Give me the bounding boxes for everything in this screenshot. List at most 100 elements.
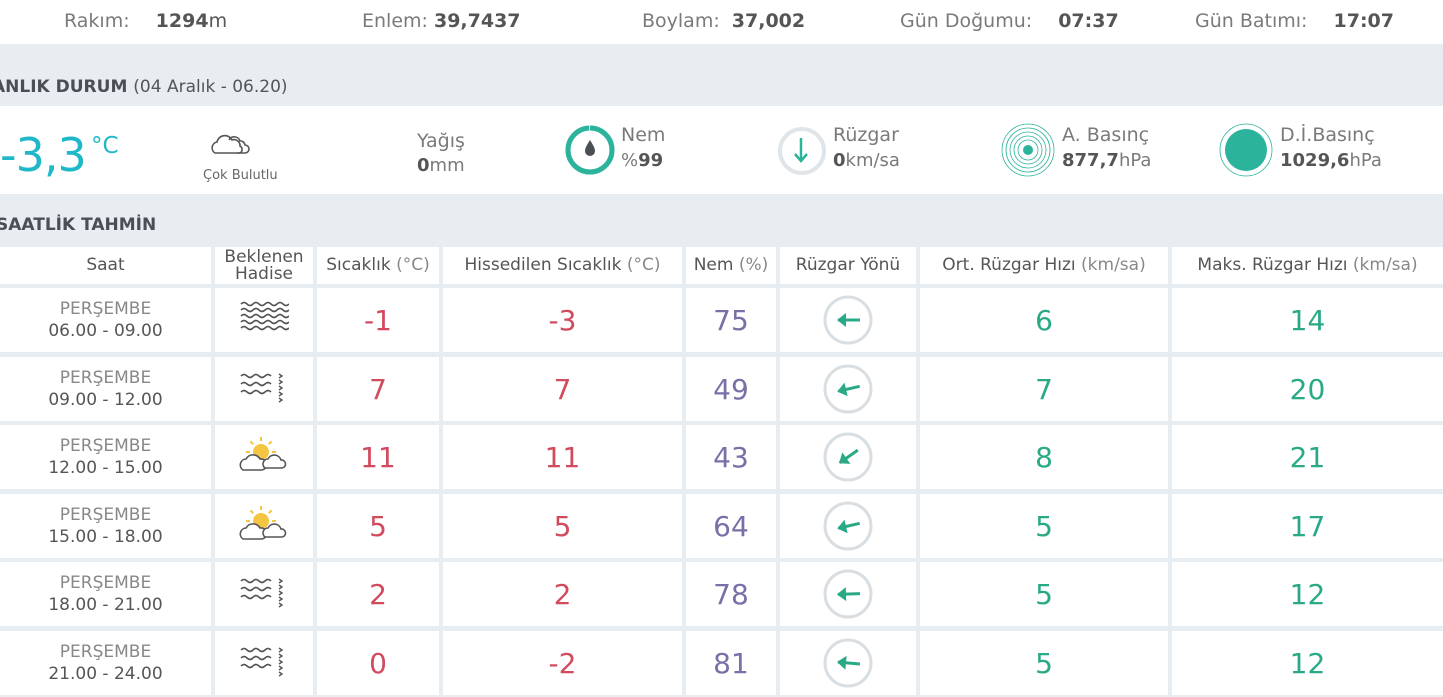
- header-temperature: Sıcaklık (°C): [317, 247, 439, 284]
- current-section-title: ANLIK DURUM (04 Aralık - 06.20): [0, 77, 288, 97]
- cell-time: PERŞEMBE 15.00 - 18.00: [0, 494, 211, 558]
- row-feels-like: -3: [548, 303, 577, 337]
- wind-arrow-northwest-icon: [823, 432, 873, 482]
- current-temperature-unit: °C: [91, 133, 119, 159]
- header-max-wind-unit: (km/sa): [1352, 255, 1418, 275]
- cell-feels-like: -3: [443, 288, 682, 352]
- row-day: PERŞEMBE: [59, 368, 152, 388]
- cell-time: PERŞEMBE 06.00 - 09.00: [0, 288, 211, 352]
- row-day: PERŞEMBE: [59, 299, 152, 319]
- row-feels-like: -2: [548, 646, 577, 680]
- row-feels-like: 7: [553, 372, 572, 406]
- row-temperature: -1: [364, 303, 392, 337]
- current-conditions-panel: [0, 106, 1443, 194]
- altitude-label: Rakım:: [64, 10, 130, 32]
- cell-avg-wind: 5: [920, 562, 1168, 626]
- wind-arrow-west-icon: [823, 638, 873, 688]
- wind-label: Rüzgar: [833, 124, 899, 146]
- cell-humidity: 75: [686, 288, 776, 352]
- wind-unit: km/sa: [845, 150, 900, 171]
- current-title: ANLIK DURUM: [0, 77, 128, 97]
- cell-max-wind: 12: [1172, 562, 1443, 626]
- wind-arrow-west-icon: [823, 569, 873, 619]
- precipitation-value: 0mm: [417, 155, 465, 176]
- header-time: Saat: [0, 247, 211, 284]
- row-temperature: 0: [369, 646, 387, 680]
- sunset-value: 17:07: [1333, 10, 1394, 32]
- header-time-label: Saat: [86, 255, 125, 275]
- row-avg-wind: 5: [1035, 509, 1053, 543]
- humidity-gauge-icon: [565, 125, 615, 175]
- header-max-wind-label: Maks. Rüzgar Hızı: [1197, 255, 1348, 275]
- row-temperature: 2: [369, 577, 387, 611]
- altitude-value: 1294: [155, 10, 209, 32]
- row-time: 12.00 - 15.00: [48, 458, 163, 478]
- cell-wind-direction: [780, 494, 916, 558]
- longitude-label: Boylam:: [642, 10, 720, 32]
- row-humidity: 75: [713, 303, 749, 337]
- cell-humidity: 43: [686, 425, 776, 489]
- row-feels-like: 11: [544, 440, 581, 474]
- cell-wind-direction: [780, 288, 916, 352]
- header-wind-direction-label: Rüzgar Yönü: [795, 255, 901, 275]
- haze-icon: [239, 371, 289, 407]
- cell-avg-wind: 7: [920, 357, 1168, 421]
- cell-avg-wind: 8: [920, 425, 1168, 489]
- wind-amount: 0: [833, 150, 846, 171]
- row-avg-wind: 5: [1035, 646, 1053, 680]
- row-temperature: 5: [369, 509, 387, 543]
- row-time: 18.00 - 21.00: [48, 595, 163, 615]
- row-day: PERŞEMBE: [59, 573, 152, 593]
- cell-avg-wind: 5: [920, 631, 1168, 695]
- latitude-value: 39,7437: [433, 10, 521, 32]
- row-humidity: 49: [713, 372, 749, 406]
- sunset-label: Gün Batımı:: [1195, 10, 1308, 32]
- current-temperature: -3,3: [0, 128, 87, 182]
- row-max-wind: 17: [1289, 509, 1326, 543]
- cell-feels-like: 2: [443, 562, 682, 626]
- precipitation-unit: mm: [429, 155, 465, 176]
- row-max-wind: 21: [1289, 440, 1326, 474]
- cell-temperature: 0: [317, 631, 439, 695]
- header-event-label: Beklenen Hadise: [224, 246, 304, 284]
- cell-feels-like: 5: [443, 494, 682, 558]
- wind-arrow-west-northwest-icon: [823, 501, 873, 551]
- header-temperature-label: Sıcaklık: [326, 255, 391, 275]
- row-humidity: 78: [713, 577, 749, 611]
- longitude-value: 37,002: [731, 10, 806, 32]
- cell-temperature: 2: [317, 562, 439, 626]
- row-time: 21.00 - 24.00: [48, 664, 163, 684]
- cell-time: PERŞEMBE 21.00 - 24.00: [0, 631, 211, 695]
- cell-wind-direction: [780, 562, 916, 626]
- longitude: Boylam: 37,002: [642, 10, 805, 32]
- cell-max-wind: 12: [1172, 631, 1443, 695]
- header-avg-wind: Ort. Rüzgar Hızı (km/sa): [920, 247, 1168, 284]
- cell-time: PERŞEMBE 09.00 - 12.00: [0, 357, 211, 421]
- header-humidity-label: Nem: [693, 255, 734, 275]
- header-avg-wind-label: Ort. Rüzgar Hızı: [942, 255, 1076, 275]
- cell-event: [215, 494, 313, 558]
- wind-arrow-west-northwest-icon: [823, 364, 873, 414]
- row-day: PERŞEMBE: [59, 436, 152, 456]
- cell-wind-direction: [780, 631, 916, 695]
- sunrise-label: Gün Doğumu:: [900, 10, 1033, 32]
- row-humidity: 81: [713, 646, 749, 680]
- cell-avg-wind: 6: [920, 288, 1168, 352]
- header-avg-wind-unit: (km/sa): [1081, 255, 1146, 275]
- sunrise: Gün Doğumu: 07:37: [900, 10, 1119, 32]
- cell-event: [215, 288, 313, 352]
- sea-level-pressure-value: 1029,6hPa: [1280, 150, 1382, 171]
- cell-humidity: 81: [686, 631, 776, 695]
- cloudy-icon: [211, 134, 250, 154]
- altitude-unit: m: [208, 10, 228, 32]
- row-avg-wind: 6: [1035, 303, 1053, 337]
- row-max-wind: 14: [1289, 303, 1326, 337]
- row-time: 15.00 - 18.00: [48, 527, 163, 547]
- location-info-bar: Rakım: 1294m Enlem: 39,7437 Boylam: 37,0…: [0, 0, 1443, 44]
- row-max-wind: 20: [1289, 372, 1326, 406]
- cell-feels-like: 7: [443, 357, 682, 421]
- partly-cloudy-icon: [237, 434, 291, 480]
- cell-feels-like: 11: [443, 425, 682, 489]
- cell-event: [215, 562, 313, 626]
- row-day: PERŞEMBE: [59, 505, 152, 525]
